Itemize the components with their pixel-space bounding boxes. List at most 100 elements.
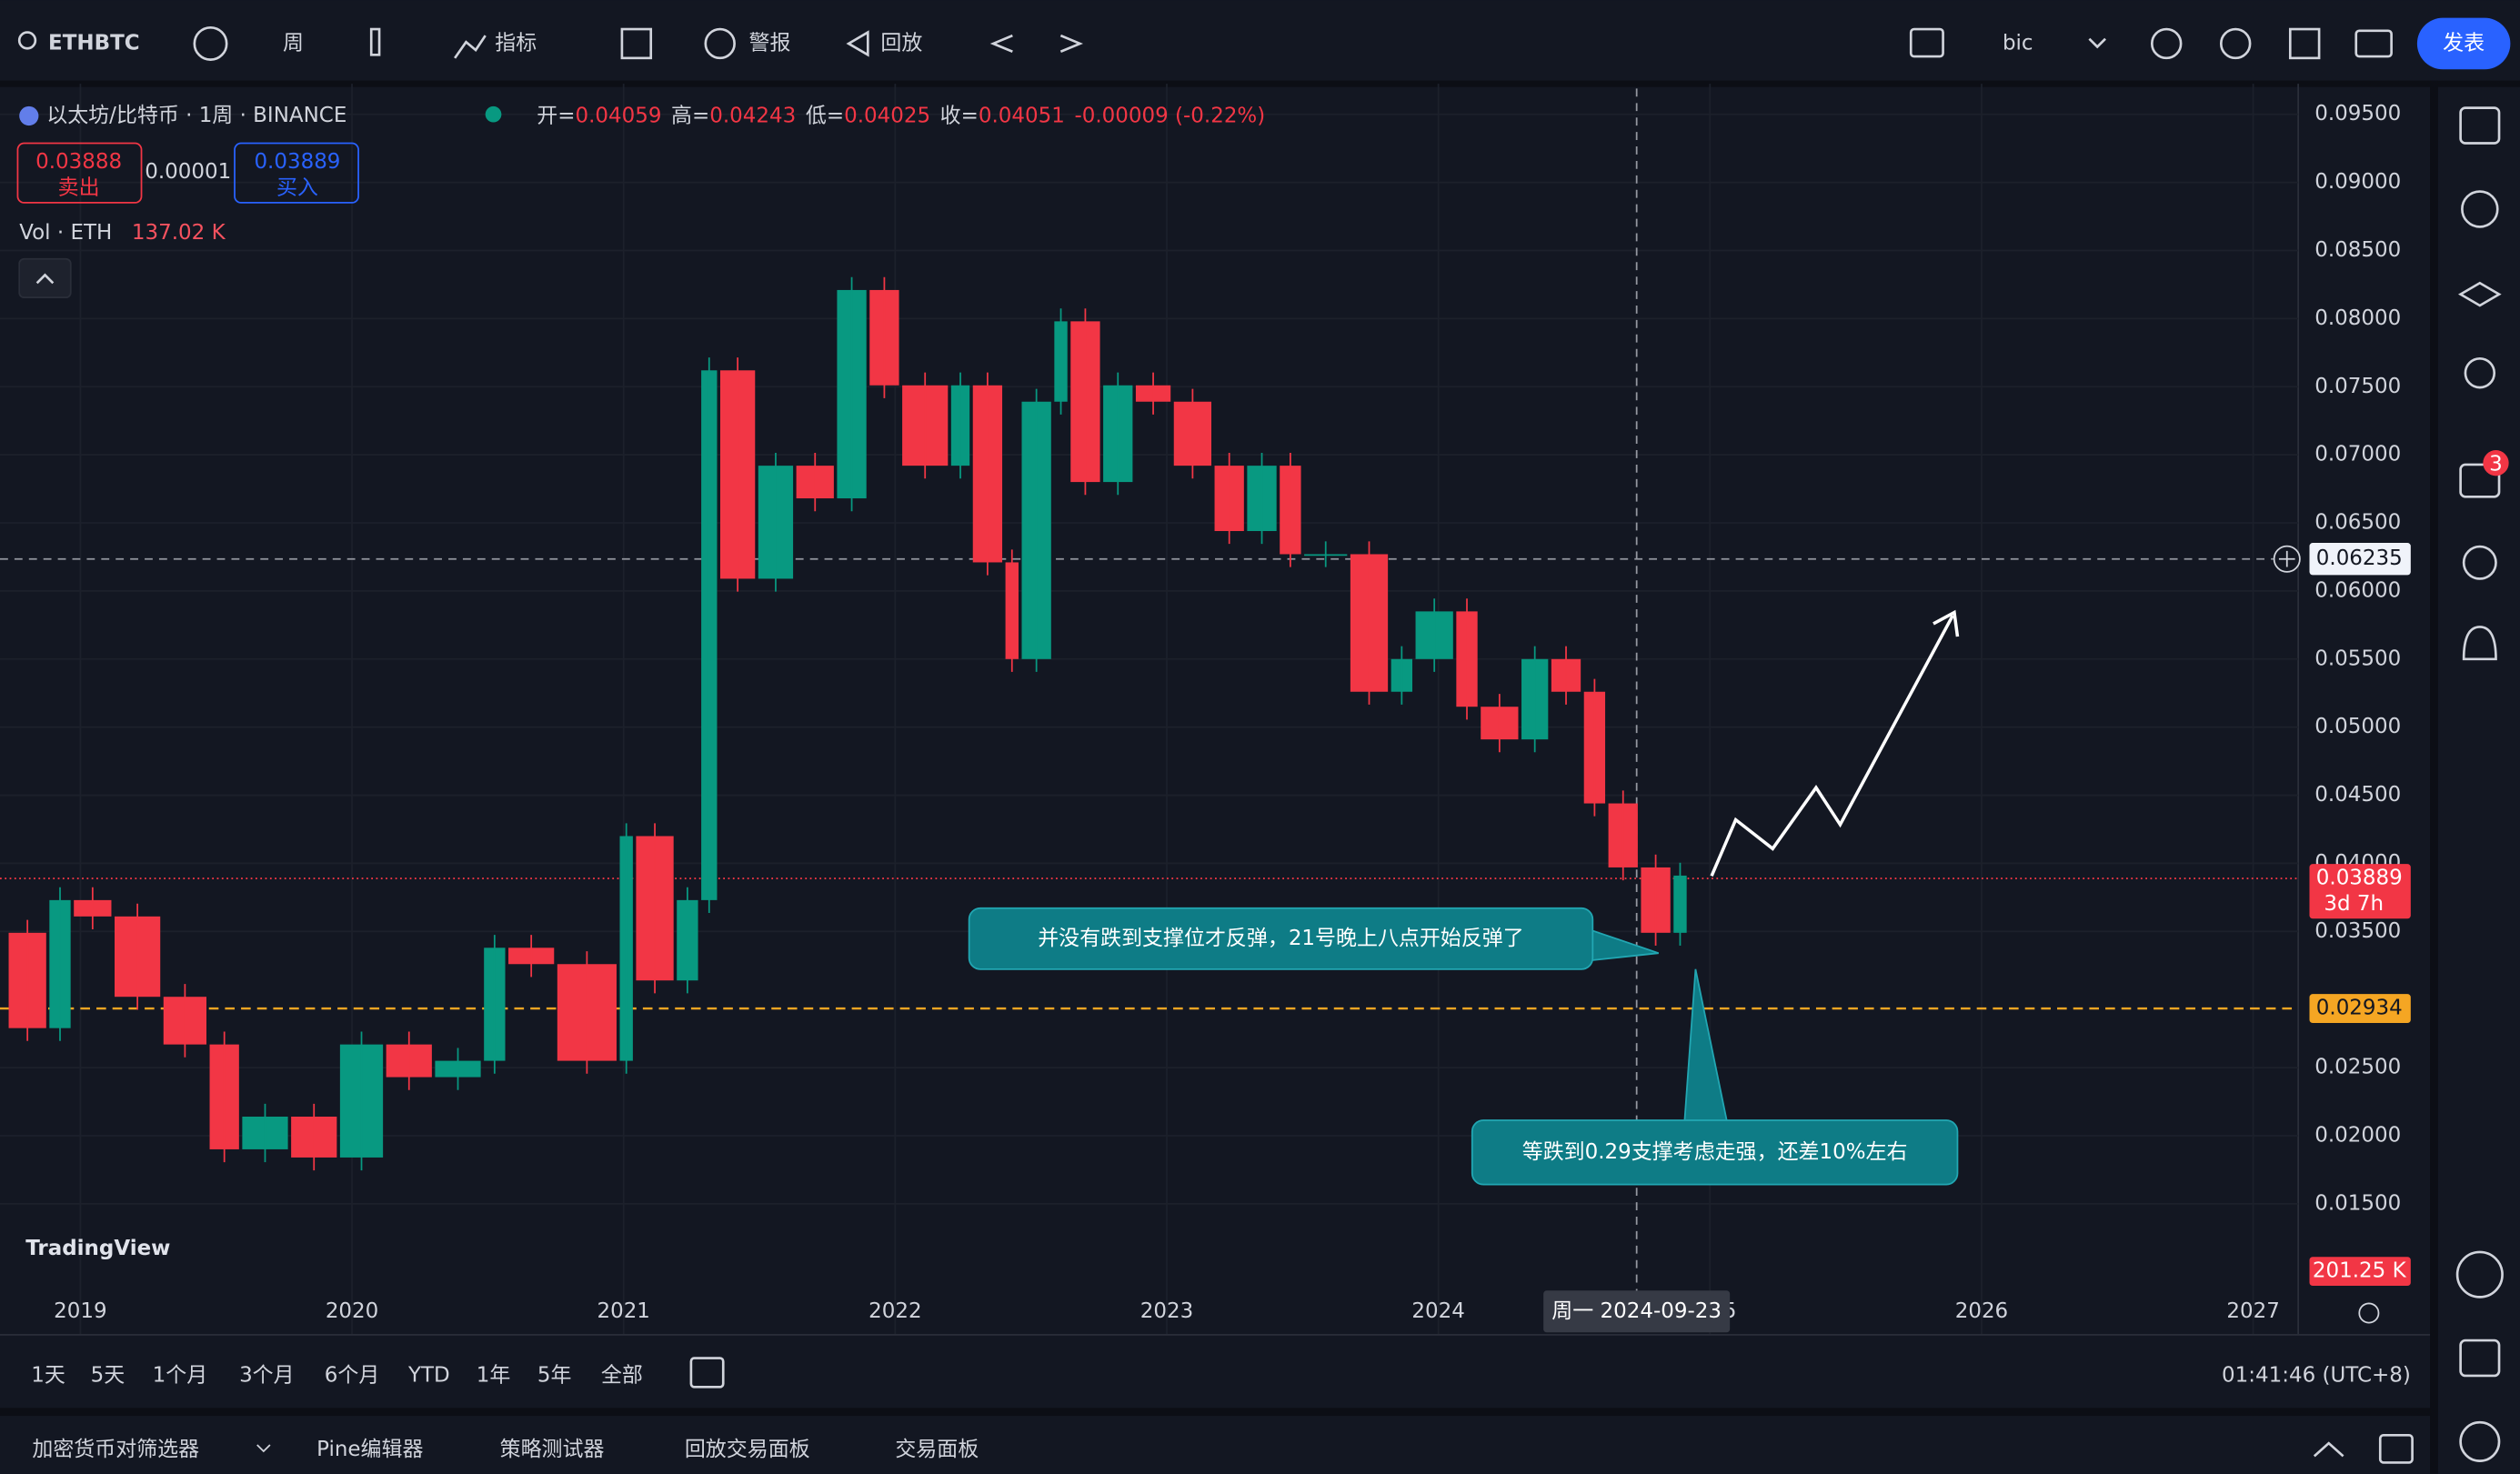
symbol-title: 以太坊/比特币 · 1周 · BINANCE — [46, 104, 346, 127]
chat[interactable] — [2459, 463, 2501, 498]
snapshot[interactable] — [2354, 29, 2393, 58]
separator — [2430, 80, 2438, 1474]
collapse-icon[interactable] — [35, 273, 55, 285]
volume-label: 201.25 K — [2313, 1259, 2407, 1283]
alerts-panel[interactable] — [2461, 190, 2499, 228]
time-range[interactable]: 1个月 — [153, 1363, 208, 1387]
projection-arrow — [1710, 615, 1954, 877]
x-tick-label: 2020 — [326, 1299, 378, 1323]
indicators[interactable]: 指标 — [495, 31, 537, 55]
high-label: 高= — [671, 104, 709, 127]
replay[interactable]: 回放 — [880, 31, 922, 55]
undo[interactable] — [989, 34, 1013, 54]
sell-label[interactable]: 卖出 — [58, 175, 100, 199]
collapse-panel[interactable] — [2313, 1441, 2344, 1458]
y-tick-label: 0.05000 — [2314, 715, 2401, 738]
bottom-tab[interactable]: 回放交易面板 — [685, 1438, 810, 1461]
notification-count: 3 — [2489, 452, 2503, 476]
sidebar: 3 — [2455, 106, 2509, 1462]
interval[interactable]: 周 — [283, 31, 304, 55]
notifications[interactable] — [2462, 626, 2497, 661]
ideas[interactable] — [2464, 356, 2496, 389]
axis-settings[interactable] — [2358, 1302, 2380, 1324]
x-tick-label: 2019 — [54, 1299, 106, 1323]
redo[interactable] — [1059, 34, 1084, 54]
add-symbol[interactable] — [193, 25, 228, 61]
alert-icon[interactable] — [704, 27, 736, 60]
buy-button[interactable] — [234, 142, 359, 204]
y-tick-label: 0.03500 — [2314, 919, 2401, 943]
last-price-label: 0.03889 — [2316, 867, 2403, 890]
open-label: 开= — [537, 104, 575, 127]
time-range[interactable]: 6个月 — [325, 1363, 380, 1387]
time-range[interactable]: 5年 — [537, 1363, 572, 1387]
y-tick-label: 0.07000 — [2314, 443, 2401, 466]
time-range[interactable]: 全部 — [601, 1363, 643, 1387]
quick-search[interactable] — [2150, 27, 2183, 60]
sell-button[interactable] — [16, 142, 143, 204]
bottom-tab[interactable]: 交易面板 — [895, 1438, 979, 1461]
bottom-tab[interactable]: 加密货币对筛选器 — [32, 1438, 199, 1461]
toolbar: ETHBTC 周 指标 警报 回放 bic 发表 — [17, 17, 2511, 70]
templates[interactable] — [620, 27, 653, 60]
streams[interactable] — [2462, 545, 2497, 580]
notification-badge — [2483, 450, 2509, 476]
symbol[interactable]: ETHBTC — [48, 31, 140, 55]
low-value: 0.04025 — [844, 104, 930, 127]
crosshair-price-label-box — [2309, 543, 2411, 576]
time-range[interactable]: 3个月 — [239, 1363, 295, 1387]
buy-price[interactable]: 0.03889 — [254, 150, 340, 174]
time-range[interactable]: 5天 — [91, 1363, 125, 1387]
calendar[interactable] — [2459, 1339, 2501, 1378]
fullscreen[interactable] — [2288, 27, 2321, 60]
separator — [0, 80, 2520, 87]
tab-dropdown[interactable] — [256, 1444, 271, 1453]
publish-label[interactable]: 发表 — [2443, 31, 2485, 55]
arrow-head — [1933, 609, 1960, 637]
sell-price[interactable]: 0.03888 — [35, 150, 122, 174]
search-icon[interactable] — [17, 31, 37, 50]
x-tick-label: 2023 — [1140, 1299, 1193, 1323]
bottom-tabs: 加密货币对筛选器 Pine编辑器 策略测试器 回放交易面板 交易面板 — [32, 1434, 2414, 1464]
buy-label[interactable]: 买入 — [276, 175, 318, 199]
market-status — [485, 105, 502, 123]
clock: 01:41:46 (UTC+8) — [2222, 1363, 2411, 1387]
y-tick-label: 0.09000 — [2314, 170, 2401, 194]
dom[interactable] — [2455, 1250, 2504, 1299]
alerts[interactable]: 警报 — [749, 31, 791, 55]
callout-text: 等跌到0.29支撑考虑走强，还差10%左右 — [1522, 1140, 1908, 1164]
publish-button[interactable] — [2416, 17, 2511, 70]
time-range[interactable]: 1年 — [477, 1363, 511, 1387]
chart-type[interactable] — [369, 27, 381, 56]
time-range[interactable]: 1天 — [31, 1363, 65, 1387]
collapse-button[interactable] — [18, 257, 72, 299]
last-price-label-sub: 3d 7h — [2324, 892, 2384, 916]
ohlc: 开=0.04059 高=0.04243 低=0.04025 收=0.04051 -0.0… — [537, 104, 1265, 127]
add-alert-plus[interactable] — [2278, 550, 2295, 567]
bottom-tab[interactable]: 策略测试器 — [500, 1438, 605, 1461]
maximize-panel[interactable] — [2378, 1434, 2414, 1464]
settings[interactable] — [2219, 27, 2252, 60]
y-tick-label: 0.08000 — [2314, 306, 2401, 330]
crosshair-date-box — [1543, 1290, 1731, 1333]
help[interactable] — [2459, 1420, 2501, 1462]
support-price-label: 0.02934 — [2316, 997, 2403, 1020]
dropdown[interactable] — [2088, 37, 2106, 49]
callout-box — [968, 907, 1594, 970]
indicators-icon[interactable] — [454, 35, 487, 59]
layers[interactable] — [2457, 281, 2502, 307]
bottom-tab[interactable]: Pine编辑器 — [316, 1438, 423, 1461]
time-range[interactable]: YTD — [407, 1363, 450, 1387]
support-price-label-box — [2309, 994, 2411, 1023]
high-value: 0.04243 — [709, 104, 796, 127]
layout-icon[interactable] — [1909, 27, 1944, 58]
date-range[interactable] — [689, 1357, 725, 1389]
close-label: 收= — [940, 104, 979, 127]
watchlist[interactable] — [2459, 106, 2501, 145]
y-tick-label: 0.08500 — [2314, 238, 2401, 262]
layout-name[interactable]: bic — [2003, 31, 2033, 55]
replay-icon[interactable] — [846, 30, 869, 57]
callout-text: 并没有跌到支撑位才反弹，21号晚上八点开始反弹了 — [1038, 927, 1524, 950]
